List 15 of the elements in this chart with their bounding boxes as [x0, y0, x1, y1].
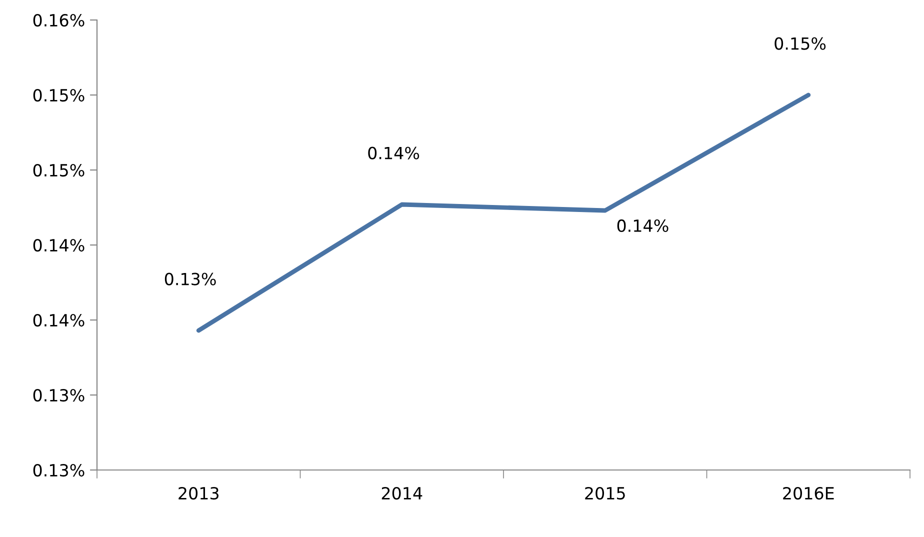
x-tick-label: 2015: [585, 486, 625, 500]
y-tick-label: 0.13%: [33, 464, 84, 477]
y-tick-label: 0.15%: [33, 164, 84, 177]
data-label: 0.15%: [774, 37, 826, 50]
y-tick-label: 0.16%: [33, 14, 84, 27]
x-tick-label: 2016E: [783, 486, 834, 500]
y-tick-label: 0.13%: [33, 388, 84, 402]
data-label: 0.13%: [164, 272, 216, 286]
y-tick-label: 0.14%: [33, 238, 84, 252]
x-tick-label: 2013: [178, 486, 218, 500]
data-label: 0.14%: [617, 219, 668, 232]
data-label: 0.14%: [368, 146, 420, 160]
x-tick-label: 2014: [382, 486, 422, 500]
y-tick-label: 0.15%: [33, 88, 84, 102]
y-tick-label: 0.14%: [33, 314, 84, 327]
